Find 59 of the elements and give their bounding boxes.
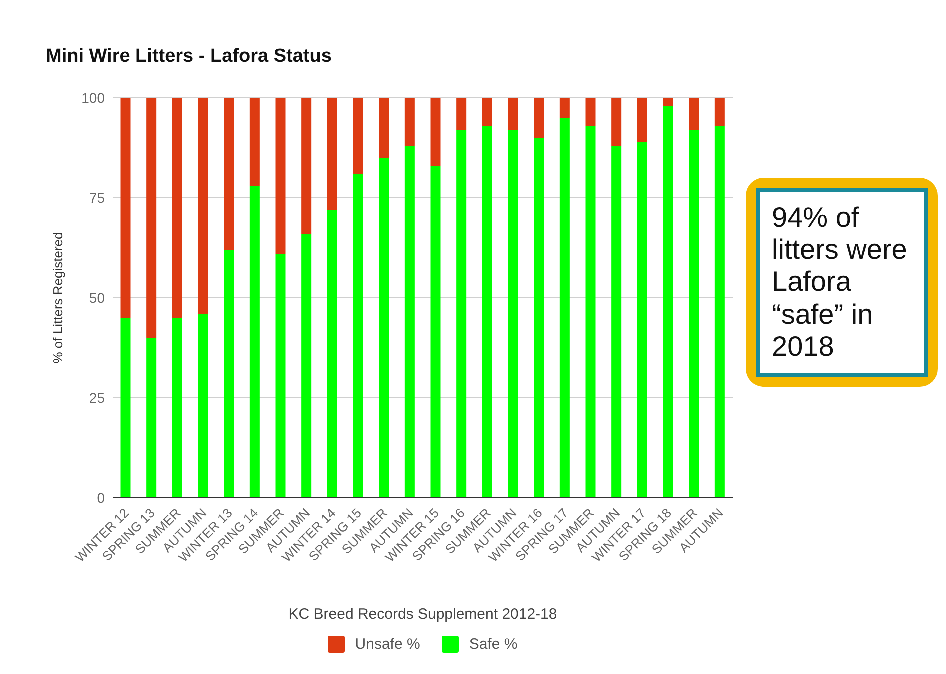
y-tick-label: 100 bbox=[82, 90, 106, 106]
chart-title: Mini Wire Litters - Lafora Status bbox=[46, 46, 332, 68]
bar bbox=[456, 98, 467, 130]
legend-label: Unsafe % bbox=[354, 636, 420, 653]
bar bbox=[120, 98, 131, 318]
bar bbox=[327, 210, 338, 498]
bar bbox=[379, 98, 390, 158]
bar bbox=[714, 98, 725, 126]
y-tick-label: 50 bbox=[89, 290, 106, 306]
bar bbox=[689, 130, 700, 498]
bar bbox=[586, 126, 596, 498]
bar bbox=[663, 98, 674, 106]
bar bbox=[146, 338, 157, 498]
x-axis-title: KC Breed Records Supplement 2012-18 bbox=[288, 606, 558, 623]
bar bbox=[637, 98, 648, 142]
bar bbox=[404, 146, 415, 498]
bar bbox=[327, 98, 338, 210]
bar bbox=[430, 98, 441, 166]
bar bbox=[637, 142, 648, 498]
bar bbox=[560, 118, 570, 498]
bar bbox=[663, 106, 674, 498]
bar bbox=[276, 98, 286, 254]
bar bbox=[198, 98, 208, 314]
bar bbox=[353, 98, 364, 174]
bar bbox=[198, 314, 208, 498]
bar bbox=[224, 98, 234, 250]
bar bbox=[534, 138, 544, 498]
bar bbox=[224, 250, 234, 498]
speech-bubble: 94% of litters were Lafora “safe” in 2018 bbox=[746, 178, 938, 387]
bar bbox=[302, 98, 312, 234]
y-axis-title: % of Litters Registered bbox=[50, 232, 66, 364]
y-tick-label: 75 bbox=[89, 190, 106, 206]
bar bbox=[482, 98, 492, 126]
bar bbox=[120, 318, 131, 498]
bar bbox=[404, 98, 415, 146]
bar bbox=[430, 166, 441, 498]
bar bbox=[302, 234, 312, 498]
bar bbox=[146, 98, 157, 338]
bar bbox=[482, 126, 492, 498]
bar bbox=[250, 186, 260, 498]
bar bbox=[353, 174, 364, 498]
bar bbox=[534, 98, 544, 138]
y-tick-label: 0 bbox=[97, 490, 106, 506]
bar bbox=[172, 98, 182, 318]
bar bbox=[508, 98, 518, 130]
bar bbox=[714, 126, 725, 498]
bar bbox=[586, 98, 596, 126]
bar bbox=[276, 254, 286, 498]
bar bbox=[379, 158, 390, 498]
bar bbox=[612, 98, 622, 146]
bar bbox=[689, 98, 700, 130]
bar bbox=[250, 98, 260, 186]
bar bbox=[456, 130, 467, 498]
bar bbox=[560, 98, 570, 118]
bar bbox=[172, 318, 182, 498]
legend-label: Safe % bbox=[468, 636, 518, 653]
bar bbox=[508, 130, 518, 498]
y-tick-label: 25 bbox=[89, 390, 106, 406]
bar bbox=[612, 146, 622, 498]
